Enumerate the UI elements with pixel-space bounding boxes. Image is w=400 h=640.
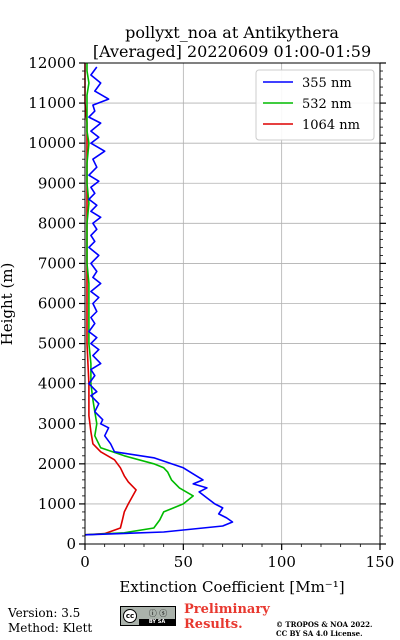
y-tick-labels: 0 1000 2000 3000 4000 5000 6000 7000 8000 9000 100… <box>28 54 76 553</box>
legend: 355 nm 532 nm 1064 nm <box>255 69 375 141</box>
y-tick-label: 7000 <box>38 254 76 272</box>
preliminary-line-1: Preliminary <box>184 602 270 617</box>
series-line-532-nm <box>84 63 194 536</box>
method-line: Method: Klett <box>8 621 93 635</box>
legend-label: 532 nm <box>302 97 352 112</box>
x-tick-label: 150 <box>366 553 395 571</box>
axis-ticks <box>79 62 386 550</box>
y-axis-label: Height (m) <box>0 263 16 346</box>
x-tick-label: 0 <box>80 553 90 571</box>
version-info: Version: 3.5 Method: Klett <box>8 606 92 636</box>
preliminary-notice: Preliminary Results. <box>184 602 270 632</box>
x-tick-label: 50 <box>174 553 193 571</box>
legend-label: 1064 nm <box>302 118 360 133</box>
cc-logo-icon: cc <box>123 609 137 623</box>
y-tick-label: 5000 <box>38 335 76 353</box>
cc-attribution-icons: ⓘ ⓢ <box>148 609 168 618</box>
version-line: Version: 3.5 <box>8 606 81 620</box>
copyright-line-2: CC BY SA 4.0 License. <box>276 629 363 638</box>
y-tick-label: 3000 <box>38 415 76 433</box>
series-line-355-nm <box>84 66 234 536</box>
x-tick-label: 100 <box>267 553 296 571</box>
cc-license-badge: cc ⓘ ⓢ BY SA <box>120 606 176 626</box>
chart-title-line-2: [Averaged] 20220609 01:00-01:59 <box>93 42 371 61</box>
legend-label: 355 nm <box>302 76 352 91</box>
copyright-notice: © TROPOS & NOA 2022. CC BY SA 4.0 Licens… <box>276 620 372 638</box>
y-tick-label: 12000 <box>28 54 76 72</box>
preliminary-line-2: Results. <box>184 617 243 632</box>
chart-title: pollyxt_noa at Antikythera [Averaged] 20… <box>93 23 371 61</box>
legend-box <box>255 69 375 141</box>
copyright-line-1: © TROPOS & NOA 2022. <box>276 620 373 629</box>
x-tick-labels: 0 50 100 150 <box>80 553 394 571</box>
y-tick-label: 6000 <box>38 295 76 313</box>
y-tick-label: 11000 <box>28 94 76 112</box>
x-axis-label: Extinction Coefficient [Mm⁻¹] <box>119 578 344 596</box>
y-tick-label: 10000 <box>28 134 76 152</box>
y-tick-label: 1000 <box>38 495 76 513</box>
y-tick-label: 8000 <box>38 214 76 232</box>
cc-badge-label: BY SA <box>139 619 175 625</box>
chart-title-line-1: pollyxt_noa at Antikythera <box>125 23 339 42</box>
series-lines <box>84 63 234 536</box>
y-tick-label: 4000 <box>38 375 76 393</box>
y-tick-label: 2000 <box>38 455 76 473</box>
y-tick-label: 9000 <box>38 174 76 192</box>
y-tick-label: 0 <box>66 535 76 553</box>
